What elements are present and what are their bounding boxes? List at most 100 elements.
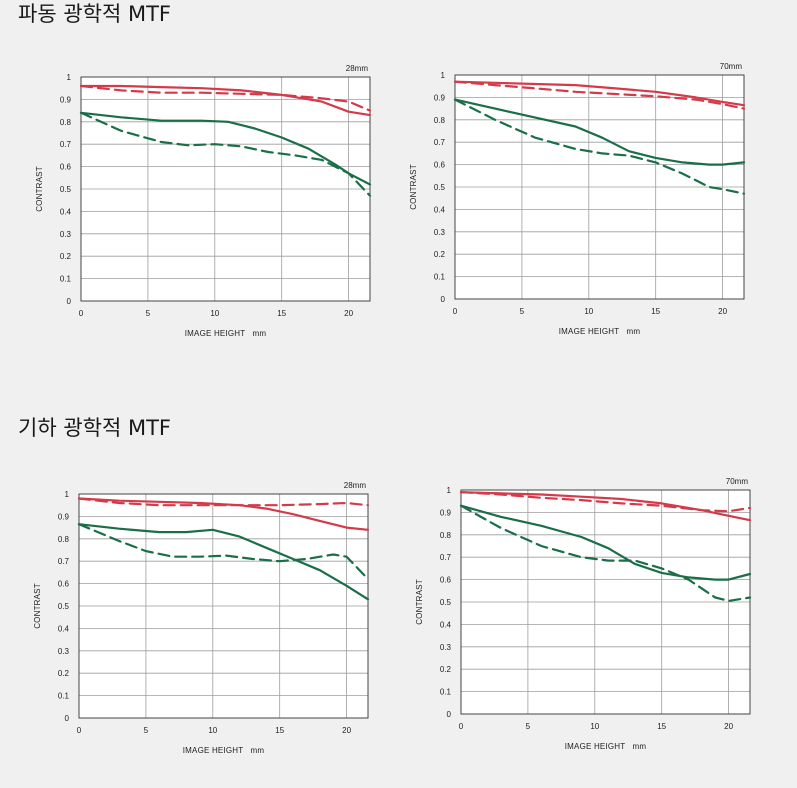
- y-tick-label: 0.9: [60, 95, 72, 104]
- x-tick-label: 20: [342, 726, 351, 735]
- x-tick-label: 15: [275, 726, 284, 735]
- y-tick-label: 0.9: [440, 508, 452, 517]
- x-tick-label: 10: [590, 722, 599, 731]
- y-tick-label: 0.4: [58, 624, 70, 633]
- mtf-curve-red-dashed: [453, 80, 746, 110]
- y-tick-label: 0: [67, 297, 72, 306]
- y-tick-label: 1: [65, 490, 70, 499]
- x-tick-label: 15: [651, 307, 660, 316]
- x-axis-label: IMAGE HEIGHT mm: [183, 746, 265, 755]
- y-tick-label: 0.6: [434, 161, 446, 170]
- y-tick-label: 0.3: [58, 647, 70, 656]
- y-tick-label: 0.3: [60, 230, 72, 239]
- x-tick-label: 10: [208, 726, 217, 735]
- mtf-chart-geometric-70mm: 00.10.20.30.40.50.60.70.80.910 5 10 15 2070m…: [415, 477, 752, 751]
- mtf-curve-green-solid: [459, 504, 752, 581]
- y-tick-label: 0.2: [434, 250, 446, 259]
- x-tick-label: 5: [144, 726, 149, 735]
- mtf-curve-green-dashed: [77, 523, 370, 581]
- y-tick-label: 0.2: [60, 252, 72, 261]
- x-tick-label: 0: [453, 307, 458, 316]
- mtf-curve-red-solid: [459, 491, 752, 522]
- y-tick-label: 0.5: [434, 183, 446, 192]
- x-tick-label: 0: [77, 726, 82, 735]
- x-tick-label: 15: [277, 309, 286, 318]
- mtf-curve-red-dashed: [77, 497, 370, 507]
- y-tick-label: 0: [65, 714, 70, 723]
- y-tick-label: 0.9: [58, 512, 70, 521]
- y-tick-label: 1: [441, 71, 446, 80]
- y-tick-label: 0.4: [440, 620, 452, 629]
- x-tick-label: 20: [344, 309, 353, 318]
- y-tick-label: 0.5: [58, 602, 70, 611]
- y-tick-label: 0.3: [434, 228, 446, 237]
- y-tick-label: 0.5: [60, 185, 72, 194]
- y-tick-label: 0.9: [434, 93, 446, 102]
- y-tick-label: 0.6: [440, 576, 452, 585]
- y-tick-label: 0.2: [440, 665, 452, 674]
- plot-frame: [460, 489, 751, 715]
- chart-title: 70mm: [720, 62, 743, 71]
- y-axis-label: CONTRAST: [33, 583, 42, 629]
- x-tick-label: 5: [146, 309, 151, 318]
- y-tick-label: 0.8: [440, 531, 452, 540]
- x-tick-label: 0: [79, 309, 84, 318]
- mtf-curve-red-solid: [77, 497, 370, 531]
- mtf-curve-red-solid: [79, 84, 372, 117]
- section-title-wave-optical-mtf: 파동 광학적 MTF: [18, 2, 171, 26]
- y-tick-label: 0.8: [434, 116, 446, 125]
- x-axis-label: IMAGE HEIGHT mm: [565, 742, 647, 751]
- section-title-geometric-optical-mtf: 기하 광학적 MTF: [18, 416, 171, 440]
- x-tick-label: 10: [584, 307, 593, 316]
- x-tick-label: 10: [210, 309, 219, 318]
- y-tick-label: 0.3: [440, 643, 452, 652]
- y-tick-label: 0.7: [440, 553, 452, 562]
- mtf-chart-geometric-28mm: 00.10.20.30.40.50.60.70.80.910 5 10 15 2028m…: [33, 481, 370, 755]
- plot-frame: [80, 76, 371, 302]
- y-tick-label: 0.6: [60, 163, 72, 172]
- mtf-chart-wave-70mm: 00.10.20.30.40.50.60.70.80.910 5 10 15 2070m…: [409, 62, 746, 336]
- plot-frame: [454, 74, 745, 300]
- y-tick-label: 0.7: [58, 557, 70, 566]
- y-tick-label: 1: [67, 73, 72, 82]
- x-tick-label: 5: [520, 307, 525, 316]
- y-tick-label: 0.6: [58, 580, 70, 589]
- mtf-curve-green-solid: [77, 523, 370, 601]
- x-tick-label: 5: [526, 722, 531, 731]
- mtf-curve-green-solid: [453, 98, 746, 166]
- chart-title: 28mm: [344, 481, 367, 490]
- mtf-chart-wave-28mm: 00.10.20.30.40.50.60.70.80.910 5 10 15 2028m…: [35, 64, 372, 338]
- y-tick-label: 0.7: [60, 140, 72, 149]
- y-tick-label: 0.4: [434, 205, 446, 214]
- mtf-curve-red-dashed: [459, 491, 752, 513]
- x-tick-label: 20: [718, 307, 727, 316]
- y-tick-label: 0.1: [60, 275, 72, 284]
- x-tick-label: 0: [459, 722, 464, 731]
- chart-title: 28mm: [346, 64, 369, 73]
- mtf-curve-red-solid: [453, 80, 746, 107]
- mtf-curve-green-dashed: [459, 504, 752, 602]
- y-tick-label: 0.8: [58, 535, 70, 544]
- y-axis-label: CONTRAST: [35, 166, 44, 212]
- y-tick-label: 0.8: [60, 118, 72, 127]
- mtf-curve-green-dashed: [79, 111, 372, 197]
- y-tick-label: 0.1: [440, 688, 452, 697]
- y-axis-label: CONTRAST: [415, 579, 424, 625]
- mtf-curve-red-dashed: [79, 84, 372, 112]
- y-tick-label: 0: [447, 710, 452, 719]
- y-tick-label: 0.2: [58, 669, 70, 678]
- mtf-curve-green-solid: [79, 111, 372, 186]
- y-axis-label: CONTRAST: [409, 164, 418, 210]
- x-tick-label: 20: [724, 722, 733, 731]
- x-tick-label: 15: [657, 722, 666, 731]
- y-tick-label: 0.7: [434, 138, 446, 147]
- plot-frame: [78, 493, 369, 719]
- y-tick-label: 0: [441, 295, 446, 304]
- chart-title: 70mm: [726, 477, 749, 486]
- x-axis-label: IMAGE HEIGHT mm: [559, 327, 641, 336]
- mtf-curve-green-dashed: [453, 98, 746, 195]
- y-tick-label: 1: [447, 486, 452, 495]
- x-axis-label: IMAGE HEIGHT mm: [185, 329, 267, 338]
- y-tick-label: 0.1: [434, 273, 446, 282]
- y-tick-label: 0.5: [440, 598, 452, 607]
